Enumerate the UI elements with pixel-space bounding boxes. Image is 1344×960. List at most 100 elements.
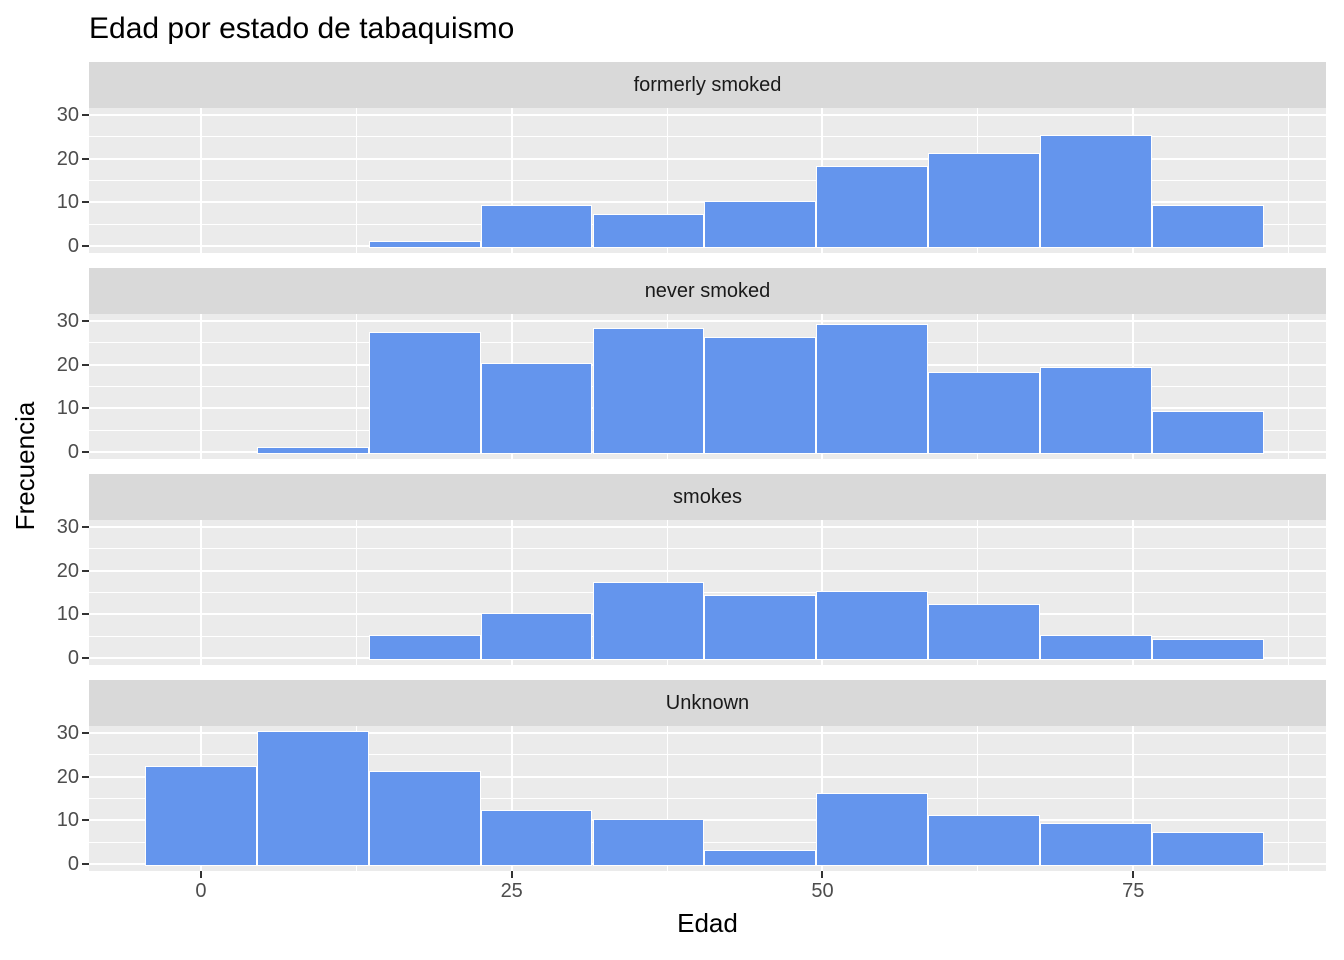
histogram-bar <box>592 327 705 454</box>
gridline-major-y <box>89 113 1326 116</box>
facet-block: smokes 0 10 20 30 <box>57 474 1326 669</box>
y-tick-mark <box>82 569 89 572</box>
x-axis-title: Edad <box>677 908 738 938</box>
y-tick-mark <box>82 657 89 660</box>
y-tick-mark <box>82 863 89 866</box>
gridline-minor-x <box>1288 108 1290 253</box>
y-tick-mark <box>82 363 89 366</box>
y-tick-mark <box>82 613 89 616</box>
histogram-bar <box>704 849 817 866</box>
y-tick-mark <box>82 245 89 248</box>
y-tick-mark <box>82 731 89 734</box>
y-tick-label: 10 <box>56 397 79 420</box>
y-tick-label: 10 <box>56 603 79 626</box>
facet-block: formerly smoked 0 10 20 30 <box>57 62 1326 257</box>
gridline-major-x <box>1132 520 1135 665</box>
histogram-bar <box>1151 205 1264 248</box>
histogram-bar <box>704 595 817 660</box>
y-tick-label: 0 <box>67 647 79 670</box>
histogram-bar <box>256 446 369 454</box>
y-tick-label: 20 <box>56 353 79 376</box>
histogram-bar <box>1151 411 1264 454</box>
histogram-bar <box>704 336 817 454</box>
panel: 0 10 20 30 <box>57 104 1326 257</box>
y-tick-mark <box>82 319 89 322</box>
gridline-major-x <box>1132 726 1135 871</box>
gridline-minor-y <box>89 180 1326 181</box>
gridline-minor-x <box>977 520 979 665</box>
gridline-minor-x <box>355 520 357 665</box>
x-tick-mark <box>1132 871 1135 878</box>
y-tick-label: 20 <box>56 559 79 582</box>
histogram-bar <box>1040 823 1152 866</box>
y-tick-mark <box>82 775 89 778</box>
gridline-major-y <box>89 819 1326 822</box>
gridline-major-x <box>199 314 202 459</box>
histogram-bar <box>816 323 929 454</box>
gridline-major-y <box>89 569 1326 572</box>
gridline-minor-y <box>89 592 1326 593</box>
y-tick-label: 0 <box>67 441 79 464</box>
histogram-bar <box>1151 832 1264 866</box>
plot-title: Edad por estado de tabaquismo <box>89 12 515 45</box>
y-tick-label: 20 <box>56 765 79 788</box>
gridline-major-y <box>89 319 1326 322</box>
y-tick-mark <box>82 113 89 116</box>
gridline-minor-y <box>89 548 1326 550</box>
histogram-bar <box>1040 634 1152 660</box>
histogram-bar <box>480 810 593 866</box>
histogram-bar <box>1040 135 1152 248</box>
gridline-minor-x <box>666 726 668 871</box>
histogram-bar <box>704 200 817 248</box>
histogram-bar <box>592 818 705 866</box>
x-axis: 0 25 50 75 <box>89 878 1326 904</box>
facet-strip: never smoked <box>89 268 1326 314</box>
histogram-bar <box>480 612 593 660</box>
x-tick-mark <box>199 871 202 878</box>
histogram-bar <box>368 332 481 454</box>
panel: 0 10 20 30 <box>57 310 1326 463</box>
y-tick-label: 30 <box>56 309 79 332</box>
facet-strip: Unknown <box>89 680 1326 726</box>
y-tick-label: 0 <box>67 853 79 876</box>
facet-strip: smokes <box>89 474 1326 520</box>
x-tick-label: 0 <box>195 880 207 902</box>
x-tick-mark <box>821 871 824 878</box>
y-tick-mark <box>82 451 89 454</box>
gridline-minor-x <box>1288 520 1290 665</box>
facet-strip: formerly smoked <box>89 62 1326 108</box>
gridline-minor-x <box>666 108 668 253</box>
gridline-minor-y <box>89 754 1326 756</box>
y-tick-mark <box>82 201 89 204</box>
gridline-major-x <box>510 108 513 253</box>
gridline-minor-y <box>89 136 1326 138</box>
y-tick-label: 10 <box>56 191 79 214</box>
gridline-major-y <box>89 157 1326 160</box>
gridline-major-x <box>199 520 202 665</box>
gridline-minor-x <box>355 314 357 459</box>
gridline-minor-y <box>89 841 1326 843</box>
gridline-minor-x <box>1288 314 1290 459</box>
x-tick-label: 25 <box>500 880 523 902</box>
histogram-bar <box>816 792 929 866</box>
panel: 0 10 20 30 <box>57 722 1326 878</box>
gridline-major-x <box>199 108 202 253</box>
facet-block: never smoked 0 10 20 30 <box>57 268 1326 463</box>
gridline-minor-x <box>355 108 357 253</box>
gridline-major-y <box>89 731 1326 734</box>
y-tick-mark <box>82 407 89 410</box>
histogram-bar <box>368 634 481 660</box>
gridline-major-y <box>89 525 1326 528</box>
y-tick-label: 0 <box>67 235 79 258</box>
facet-strip-label: formerly smoked <box>633 73 782 96</box>
histogram-bar <box>592 582 705 660</box>
facet-strip-label: smokes <box>673 485 742 508</box>
y-tick-label: 30 <box>56 103 79 126</box>
histogram-bar <box>816 591 929 660</box>
histogram-bar <box>1040 367 1152 454</box>
y-tick-label: 20 <box>56 147 79 170</box>
gridline-major-x <box>510 520 513 665</box>
y-axis-title: Frecuencia <box>10 401 40 531</box>
y-tick-label: 30 <box>56 515 79 538</box>
